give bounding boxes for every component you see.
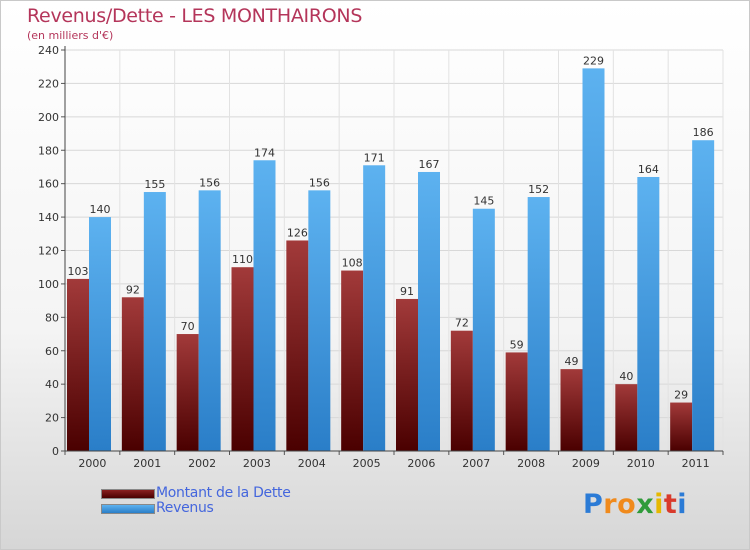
data-label-revenus-2006: 167 xyxy=(419,158,440,171)
data-label-revenus-2004: 156 xyxy=(309,176,330,189)
y-tick-label: 220 xyxy=(38,77,59,90)
data-label-debt-2002: 70 xyxy=(181,320,195,333)
bar-debt-2005 xyxy=(341,270,364,451)
y-tick-label: 100 xyxy=(38,278,59,291)
x-tick-label: 2002 xyxy=(188,457,216,470)
x-tick-label: 2005 xyxy=(353,457,381,470)
bar-revenus-2006 xyxy=(418,171,440,452)
data-label-debt-2011: 29 xyxy=(674,389,688,402)
legend-label-revenus: Revenus xyxy=(156,500,214,516)
data-label-debt-2004: 126 xyxy=(287,226,308,239)
bar-debt-2000 xyxy=(67,278,89,451)
logo-letter: i xyxy=(677,489,688,520)
x-tick-label: 2006 xyxy=(407,457,435,470)
y-tick-label: 240 xyxy=(38,44,59,57)
y-tick-label: 120 xyxy=(38,245,59,258)
data-label-debt-2000: 103 xyxy=(68,265,89,278)
x-tick-label: 2010 xyxy=(627,457,655,470)
data-label-debt-2007: 72 xyxy=(455,317,469,330)
bar-debt-2010 xyxy=(615,384,638,451)
bar-debt-2008 xyxy=(505,352,528,451)
data-label-revenus-2003: 174 xyxy=(254,146,275,159)
x-tick-label: 2009 xyxy=(572,457,600,470)
x-tick-label: 2011 xyxy=(682,457,710,470)
logo-letter: P xyxy=(583,489,604,520)
data-label-debt-2010: 40 xyxy=(619,370,633,383)
bar-debt-2003 xyxy=(231,267,254,451)
bar-revenus-2003 xyxy=(253,160,276,451)
x-tick-label: 2004 xyxy=(298,457,326,470)
bar-debt-2006 xyxy=(396,298,418,451)
x-tick-label: 2003 xyxy=(243,457,271,470)
y-tick-label: 140 xyxy=(38,211,59,224)
bar-debt-2001 xyxy=(121,297,144,451)
bar-revenus-2000 xyxy=(89,217,111,451)
y-tick-label: 60 xyxy=(45,345,59,358)
chart-title: Revenus/Dette - LES MONTHAIRONS xyxy=(27,5,363,27)
x-tick-label: 2000 xyxy=(78,457,106,470)
data-label-debt-2006: 91 xyxy=(400,285,414,298)
bar-debt-2011 xyxy=(670,402,693,451)
y-tick-label: 160 xyxy=(38,178,59,191)
logo-letter: x xyxy=(636,489,655,520)
y-tick-label: 180 xyxy=(38,144,59,157)
y-tick-label: 200 xyxy=(38,111,59,124)
bar-debt-2004 xyxy=(286,240,309,451)
logo-letter: r xyxy=(603,489,618,520)
bar-revenus-2008 xyxy=(527,197,550,451)
data-label-revenus-2009: 229 xyxy=(583,54,604,67)
bar-debt-2007 xyxy=(450,330,473,451)
bar-revenus-2009 xyxy=(582,68,605,452)
bar-revenus-2001 xyxy=(143,192,166,452)
bar-revenus-2005 xyxy=(363,165,386,451)
bar-revenus-2010 xyxy=(637,176,660,451)
bar-revenus-2007 xyxy=(472,208,495,451)
bar-debt-2009 xyxy=(560,369,583,451)
y-tick-label: 40 xyxy=(45,378,59,391)
logo-letter: i xyxy=(654,489,664,520)
y-tick-label: 20 xyxy=(45,412,59,425)
x-tick-label: 2008 xyxy=(517,457,545,470)
logo-letter: o xyxy=(617,489,637,520)
data-label-revenus-2011: 186 xyxy=(693,126,714,139)
bar-revenus-2004 xyxy=(308,190,331,451)
data-label-revenus-2008: 152 xyxy=(528,183,549,196)
proxiti-logo: Proxiti xyxy=(583,489,687,520)
legend-swatch-debt xyxy=(101,489,155,499)
bar-revenus-2011 xyxy=(692,140,715,451)
data-label-debt-2001: 92 xyxy=(126,283,140,296)
data-label-revenus-2010: 164 xyxy=(638,163,659,176)
legend-swatch-revenus xyxy=(101,504,155,514)
data-label-debt-2008: 59 xyxy=(510,338,524,351)
x-tick-label: 2007 xyxy=(462,457,490,470)
data-label-revenus-2007: 145 xyxy=(473,195,494,208)
bar-debt-2002 xyxy=(176,334,199,451)
bar-revenus-2002 xyxy=(198,190,221,451)
chart-subtitle: (en milliers d'€) xyxy=(27,29,114,42)
y-tick-label: 80 xyxy=(45,311,59,324)
data-label-debt-2005: 108 xyxy=(342,257,363,270)
x-tick-label: 2001 xyxy=(133,457,161,470)
data-label-revenus-2005: 171 xyxy=(364,151,385,164)
data-label-debt-2009: 49 xyxy=(565,355,579,368)
data-label-revenus-2002: 156 xyxy=(199,176,220,189)
data-label-revenus-2000: 140 xyxy=(90,203,111,216)
logo-letter: t xyxy=(663,489,678,520)
data-label-revenus-2001: 155 xyxy=(144,178,165,191)
data-label-debt-2003: 110 xyxy=(232,253,253,266)
legend-label-debt: Montant de la Dette xyxy=(156,485,291,501)
y-tick-label: 0 xyxy=(52,445,59,458)
